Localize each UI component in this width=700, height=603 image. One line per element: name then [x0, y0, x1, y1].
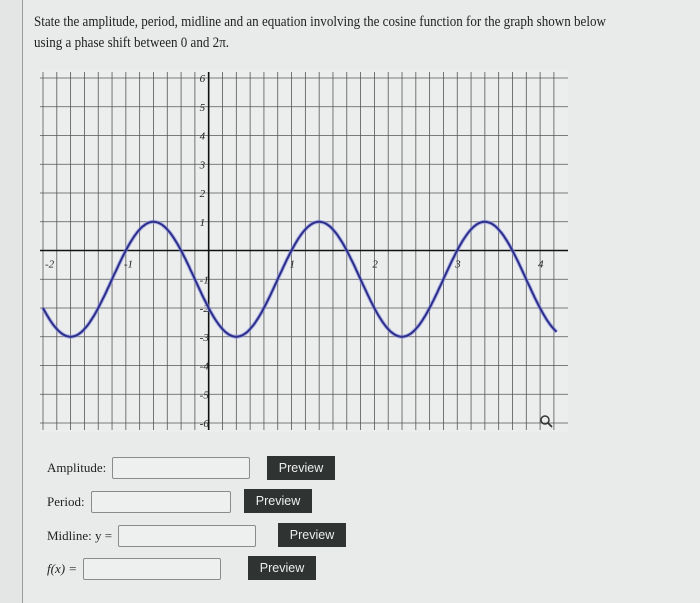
- y-tick-label: 5: [200, 102, 206, 114]
- y-tick-label: 1: [200, 217, 206, 229]
- amplitude-label: Amplitude:: [47, 460, 107, 475]
- y-tick-label: 4: [200, 131, 206, 143]
- midline-label: Midline: y =: [47, 528, 113, 543]
- fx-input[interactable]: [83, 558, 222, 580]
- fx-preview-button[interactable]: Preview: [248, 556, 316, 580]
- y-tick-label: -3: [200, 332, 210, 344]
- period-row: Period:: [47, 491, 231, 513]
- x-tick-label: -1: [124, 259, 133, 271]
- x-tick-label: 2: [372, 259, 378, 271]
- amplitude-row: Amplitude:: [47, 457, 251, 479]
- fx-label: f(x) =: [47, 561, 78, 576]
- x-tick-label: -2: [45, 259, 55, 271]
- y-tick-label: -5: [200, 389, 210, 401]
- x-tick-label: 4: [538, 259, 544, 271]
- period-input[interactable]: [90, 491, 231, 513]
- midline-input[interactable]: [118, 525, 257, 547]
- amplitude-preview-button[interactable]: Preview: [267, 456, 335, 480]
- y-tick-label: -2: [200, 303, 210, 315]
- x-tick-label: 3: [454, 259, 461, 271]
- amplitude-input[interactable]: [112, 457, 251, 479]
- midline-preview-button[interactable]: Preview: [278, 523, 346, 547]
- fx-row: f(x) =: [47, 558, 222, 580]
- y-tick-label: -1: [200, 274, 209, 286]
- question-text: State the amplitude, period, midline and…: [34, 12, 610, 54]
- question-line-2: using a phase shift between 0 and 2π.: [34, 35, 230, 51]
- y-tick-label: 2: [200, 188, 206, 200]
- y-tick-label: -6: [200, 418, 210, 430]
- y-tick-label: 6: [200, 73, 206, 85]
- magnifier-icon[interactable]: [540, 415, 553, 428]
- period-label: Period:: [47, 494, 85, 509]
- period-preview-button[interactable]: Preview: [244, 489, 312, 513]
- y-tick-label: 3: [199, 159, 206, 171]
- y-tick-label: -4: [200, 361, 210, 373]
- question-line-1: State the amplitude, period, midline and…: [34, 14, 606, 30]
- x-tick-label: 1: [290, 259, 296, 271]
- cosine-curve: [42, 220, 558, 338]
- midline-row: Midline: y =: [47, 525, 257, 547]
